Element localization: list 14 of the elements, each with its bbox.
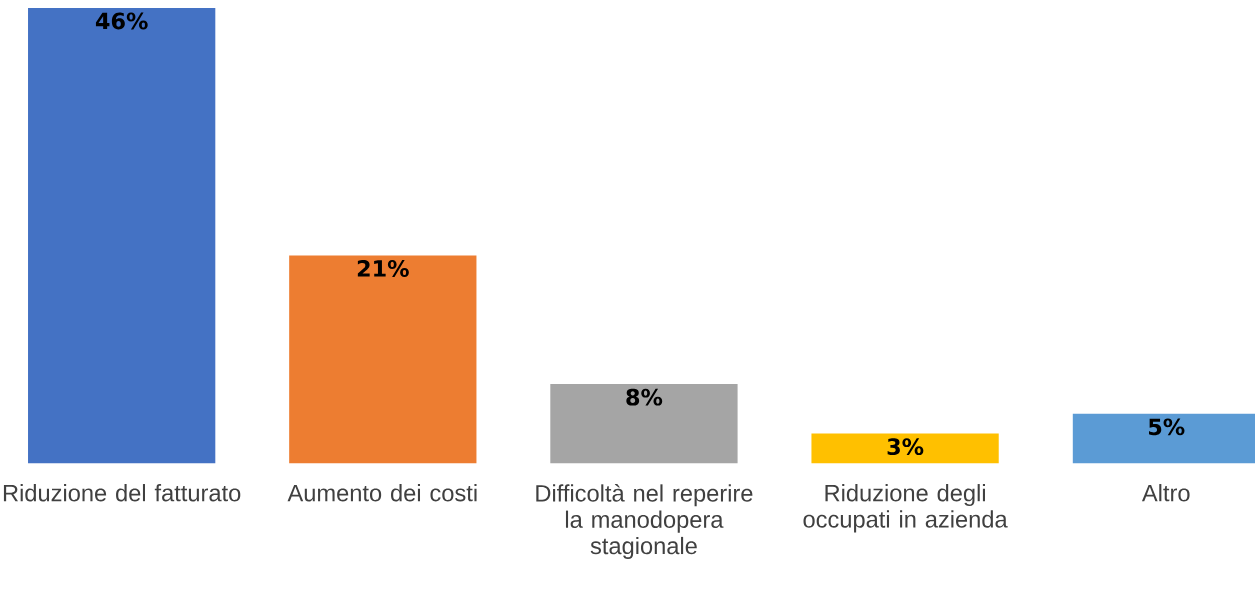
data-label: 5% xyxy=(1149,418,1185,436)
bar xyxy=(28,7,216,464)
bar xyxy=(550,384,738,464)
data-label: 46% xyxy=(95,12,148,30)
bar xyxy=(811,433,999,464)
x-tick-label: Riduzione degli occupati in azienda xyxy=(803,484,1008,533)
x-tick-label: Riduzione del fatturato xyxy=(3,484,241,502)
x-tick-label: Aumento dei costi xyxy=(287,484,477,502)
x-tick-label: Difficoltà nel reperire la manodopera stagionale xyxy=(536,484,753,559)
x-tick-label: Altro xyxy=(1141,484,1190,502)
data-label: 3% xyxy=(887,438,924,456)
data-label: 21% xyxy=(357,259,409,277)
data-label: 8% xyxy=(626,388,663,406)
bar xyxy=(289,255,477,464)
